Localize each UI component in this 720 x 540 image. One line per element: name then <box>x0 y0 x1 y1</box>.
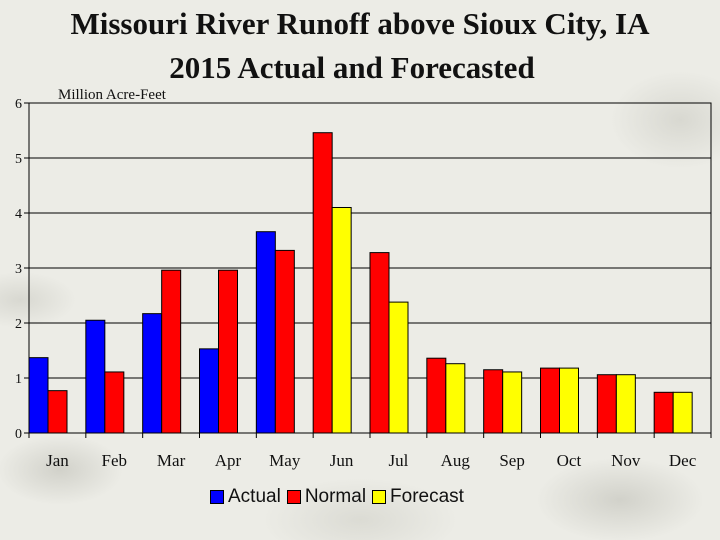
x-tick-label-aug: Aug <box>441 451 471 470</box>
x-tick-label-jun: Jun <box>330 451 354 470</box>
x-tick-label-mar: Mar <box>157 451 186 470</box>
bar-normal-aug <box>426 357 447 434</box>
y-tick-label: 3 <box>15 262 22 277</box>
y-tick-label: 5 <box>15 152 22 167</box>
bar-forecast-aug <box>445 363 466 434</box>
y-axis-label: Million Acre-Feet <box>58 87 166 103</box>
chart-subtitle: 2015 Actual and Forecasted <box>169 50 535 85</box>
legend-item-normal: Normal <box>286 486 367 508</box>
bar-forecast-nov <box>615 374 636 434</box>
legend: Actual Normal Forecast <box>210 485 470 509</box>
bars <box>28 132 693 434</box>
bar-normal-mar <box>161 269 182 434</box>
bar-actual-feb <box>85 319 106 434</box>
x-tick-label-sep: Sep <box>499 451 525 470</box>
x-tick-label-dec: Dec <box>669 451 697 470</box>
bar-normal-oct <box>540 367 560 434</box>
bar-forecast-dec <box>672 391 693 434</box>
bar-actual-may <box>255 231 276 434</box>
x-tick-label-oct: Oct <box>557 451 582 470</box>
y-tick-label: 4 <box>15 207 22 222</box>
legend-swatch <box>372 490 387 504</box>
x-tick-label-feb: Feb <box>102 451 128 470</box>
bar-normal-may <box>274 249 295 434</box>
chart-title: Missouri River Runoff above Sioux City, … <box>70 6 650 41</box>
bar-forecast-sep <box>502 371 523 434</box>
x-tick-label-apr: Apr <box>215 451 242 470</box>
legend-label: Actual <box>228 486 281 507</box>
bar-actual-apr <box>199 348 219 434</box>
legend-item-forecast: Forecast <box>372 486 464 508</box>
bar-normal-dec <box>653 391 674 434</box>
bar-normal-jul <box>369 252 390 434</box>
legend-swatch <box>210 490 224 504</box>
x-tick-label-may: May <box>269 451 301 470</box>
bar-normal-jun <box>312 132 333 434</box>
y-tick-label: 2 <box>15 317 22 332</box>
bar-normal-apr <box>218 269 238 434</box>
x-tick-label-nov: Nov <box>611 451 641 470</box>
x-axis-ticks: Jan Feb Mar Apr May Jun Jul Aug Sep Oct Nov Dec <box>28 433 712 470</box>
legend-label: Forecast <box>390 486 464 507</box>
x-tick-label-jul: Jul <box>388 451 408 470</box>
legend-item-actual: Actual <box>210 486 281 508</box>
bar-normal-nov <box>596 374 617 434</box>
x-tick-label-jan: Jan <box>46 451 69 470</box>
bar-forecast-jul <box>388 301 409 434</box>
y-tick-label: 1 <box>15 372 22 387</box>
bar-forecast-jun <box>331 207 352 434</box>
bar-normal-sep <box>483 369 504 434</box>
legend-swatch <box>286 490 301 504</box>
y-tick-label: 6 <box>15 97 22 112</box>
bar-normal-jan <box>47 390 68 434</box>
legend-label: Normal <box>304 486 367 507</box>
bar-forecast-oct <box>559 367 579 434</box>
y-tick-label: 0 <box>15 427 22 442</box>
bar-normal-feb <box>104 371 125 434</box>
y-axis-ticks: 0 1 2 3 4 5 6 <box>15 97 29 442</box>
bar-actual-jan <box>28 357 49 434</box>
bar-actual-mar <box>142 313 163 434</box>
